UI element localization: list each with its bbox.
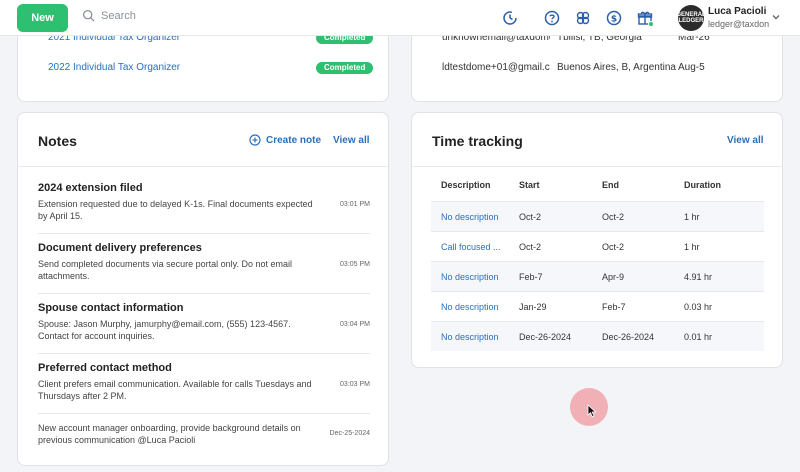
list-item[interactable]: Document delivery preferences Send compl…	[38, 242, 370, 294]
client-email: ldtestdome+01@gmail.com	[442, 62, 550, 73]
search-box[interactable]: Search	[82, 9, 136, 22]
user-email: ledger@taxdon	[708, 19, 770, 29]
mouse-pointer-icon	[587, 404, 597, 418]
time-description[interactable]: Call focused ...	[441, 242, 501, 252]
client-date: Aug-5	[678, 62, 705, 73]
note-title: 2024 extension filed	[38, 182, 143, 194]
table-row[interactable]: No description Dec-26-2024 Dec-26-2024 0…	[431, 321, 764, 351]
create-note-label: Create note	[266, 134, 322, 146]
column-header[interactable]: Duration	[684, 180, 721, 190]
notes-card: Notes Create note View all 2024 extensio…	[17, 112, 389, 466]
time-duration: 0.03 hr	[684, 302, 713, 312]
table-row[interactable]: No description Jan-29 Feb-7 0.03 hr	[431, 291, 764, 321]
top-bar: New Search $ GENERAL LEDGER Luca Pacioli…	[0, 0, 800, 36]
time-start: Jan-29	[519, 302, 547, 312]
new-button[interactable]: New	[17, 4, 68, 32]
note-body: New account manager onboarding, provide …	[38, 423, 301, 445]
time-end: Dec-26-2024	[602, 332, 655, 342]
note-date: 03:05 PM	[340, 261, 370, 268]
notes-title: Notes	[38, 133, 77, 149]
note-title: Spouse contact information	[38, 302, 184, 314]
time-start: Oct-2	[519, 212, 542, 222]
table-row[interactable]: No description Feb-7 Apr-9 4.91 hr	[431, 261, 764, 291]
column-header[interactable]: Description	[441, 180, 491, 190]
avatar[interactable]: GENERAL LEDGER	[676, 5, 706, 31]
community-icon[interactable]	[575, 10, 591, 26]
status-badge: Completed	[316, 62, 374, 74]
billing-icon[interactable]: $	[606, 10, 622, 26]
time-duration: 1 hr	[684, 212, 700, 222]
note-date: 03:03 PM	[340, 381, 370, 388]
note-date: 03:04 PM	[340, 321, 370, 328]
divider	[412, 166, 782, 167]
plus-circle-icon	[249, 134, 261, 146]
search-placeholder: Search	[101, 9, 136, 22]
note-body: Client prefers email communication. Avai…	[38, 379, 312, 401]
column-header[interactable]: End	[602, 180, 619, 190]
organizer-link[interactable]: 2022 Individual Tax Organizer	[48, 62, 181, 73]
list-item[interactable]: 2024 extension filed Extension requested…	[38, 182, 370, 234]
time-end: Feb-7	[602, 302, 626, 312]
svg-text:$: $	[611, 15, 617, 25]
note-title: Preferred contact method	[38, 362, 172, 374]
note-body: Send completed documents via secure port…	[38, 259, 292, 281]
list-item[interactable]: Preferred contact method Client prefers …	[38, 362, 370, 414]
divider	[18, 166, 388, 167]
notification-dot	[648, 21, 654, 27]
time-start: Dec-26-2024	[519, 332, 572, 342]
time-description[interactable]: No description	[441, 332, 499, 342]
note-date: 03:01 PM	[340, 201, 370, 208]
client-location: Tbilisi, TB, Georgia	[557, 32, 642, 43]
user-name[interactable]: Luca Pacioli	[708, 6, 767, 17]
note-date: Dec-25-2024	[329, 430, 370, 437]
column-header[interactable]: Start	[519, 180, 540, 190]
search-icon	[82, 9, 95, 22]
view-all-time-link[interactable]: View all	[727, 135, 764, 146]
list-item[interactable]: New account manager onboarding, provide …	[38, 422, 370, 458]
time-start: Feb-7	[519, 272, 543, 282]
organizer-link[interactable]: 2021 Individual Tax Organizer	[48, 32, 181, 43]
client-email: unknownemail@taxdome	[442, 32, 550, 43]
time-tracking-title: Time tracking	[432, 133, 523, 149]
list-item[interactable]: Spouse contact information Spouse: Jason…	[38, 302, 370, 354]
client-location: Buenos Aires, B, Argentina	[557, 62, 676, 73]
time-duration: 4.91 hr	[684, 272, 713, 282]
time-duration: 0.01 hr	[684, 332, 713, 342]
gift-icon[interactable]	[637, 10, 654, 27]
time-end: Oct-2	[602, 212, 625, 222]
create-note-button[interactable]: Create note	[249, 134, 321, 146]
view-all-notes-link[interactable]: View all	[333, 135, 370, 146]
time-end: Oct-2	[602, 242, 625, 252]
time-end: Apr-9	[602, 272, 625, 282]
time-description[interactable]: No description	[441, 212, 499, 222]
timer-icon[interactable]	[502, 10, 518, 26]
table-row[interactable]: Call focused ... Oct-2 Oct-2 1 hr	[431, 231, 764, 261]
time-tracking-card: Time tracking View all Description Start…	[411, 112, 783, 368]
time-duration: 1 hr	[684, 242, 700, 252]
chevron-down-icon[interactable]	[771, 12, 781, 22]
table-row[interactable]: No description Oct-2 Oct-2 1 hr	[431, 201, 764, 231]
note-title: Document delivery preferences	[38, 242, 202, 254]
time-start: Oct-2	[519, 242, 542, 252]
time-description[interactable]: No description	[441, 272, 499, 282]
time-description[interactable]: No description	[441, 302, 499, 312]
note-body: Spouse: Jason Murphy, jamurphy@email.com…	[38, 319, 291, 341]
help-icon[interactable]	[544, 10, 560, 26]
client-date: Mar-26	[678, 32, 710, 43]
note-body: Extension requested due to delayed K-1s.…	[38, 199, 313, 221]
